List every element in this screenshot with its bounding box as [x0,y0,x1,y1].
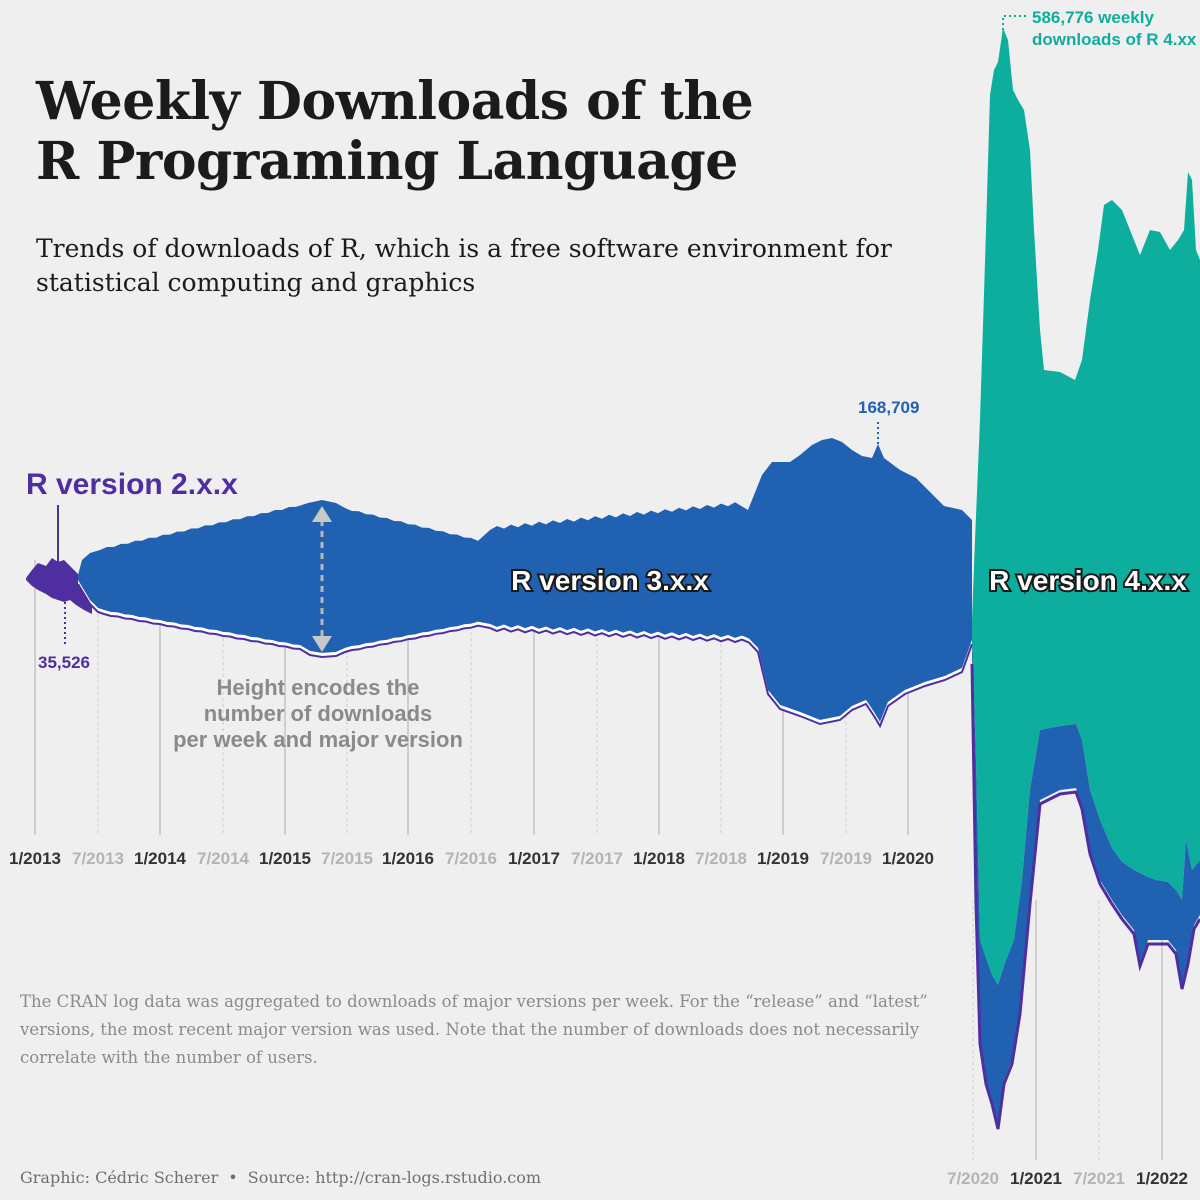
title-line-2: R Programing Language [36,131,738,192]
series-r2-post-2020-edge [970,663,1200,1130]
series-r2-edge-line [77,583,973,729]
x-tick-label: 1/2018 [633,849,685,868]
x-tick-label: 7/2015 [321,849,373,868]
x-tick-label: 7/2017 [571,849,623,868]
x-tick-label: 1/2019 [757,849,809,868]
series-label-r2: R version 2.x.x [26,468,238,501]
series-r4-area [972,28,1200,985]
x-tick-label: 7/2014 [197,849,250,868]
peak-r4-value-line2: downloads of R 4.xx [1032,30,1197,49]
x-tick-label: 1/2014 [134,849,187,868]
title-line-1: Weekly Downloads of the [36,71,754,132]
methodology-note: The CRAN log data was aggregated to down… [20,992,928,1067]
height-arrow-head-down [312,636,332,652]
x-tick-label: 7/2016 [445,849,497,868]
series-r3-area [78,438,972,722]
x-tick-label: 1/2021 [1010,1169,1062,1188]
peak-r4-value-line1: 586,776 weekly [1032,8,1154,27]
caption-credit: Graphic: Cédric Scherer [20,1168,219,1187]
height-note-line2: number of downloads [204,701,433,726]
x-tick-label: 1/2013 [9,849,61,868]
height-note-line3: per week and major version [173,727,463,752]
caption-source: Source: http://cran-logs.rstudio.com [247,1168,542,1187]
stream-areas [26,28,1200,1130]
caption-separator: • [228,1168,238,1187]
x-tick-label: 1/2015 [259,849,311,868]
x-tick-label: 1/2020 [882,849,934,868]
x-tick-label: 7/2019 [820,849,872,868]
caption: Graphic: Cédric Scherer • Source: http://c… [20,1168,541,1187]
series-label-r4: R version 4.x.x [989,565,1187,596]
subtitle: Trends of downloads of R, which is a fre… [36,234,892,297]
x-tick-label: 7/2013 [72,849,124,868]
series-r2-area [26,558,92,614]
min-r2-value: 35,526 [38,653,90,672]
height-note-line1: Height encodes the [217,675,420,700]
x-tick-label: 7/2018 [695,849,747,868]
series-r3-post-2020-band [972,640,1200,1125]
x-axis-ticks: 1/2013 7/2013 1/2014 7/2014 1/2015 7/2015 1/20… [9,560,1188,1188]
x-tick-label: 7/2020 [947,1169,999,1188]
x-tick-label: 1/2016 [382,849,434,868]
height-arrow-head-up [312,506,332,522]
x-tick-label: 1/2017 [508,849,560,868]
x-tick-label: 1/2022 [1136,1169,1188,1188]
peak-r4-leader [1002,15,1028,30]
annotations: R version 2.x.x 35,526 168,709 586,776 w… [26,8,1197,752]
x-tick-label: 7/2021 [1073,1169,1125,1188]
peak-r3-value: 168,709 [858,398,919,417]
page-title: Weekly Downloads of the R Programing Lan… [36,72,936,192]
series-label-r3: R version 3.x.x [511,565,709,596]
